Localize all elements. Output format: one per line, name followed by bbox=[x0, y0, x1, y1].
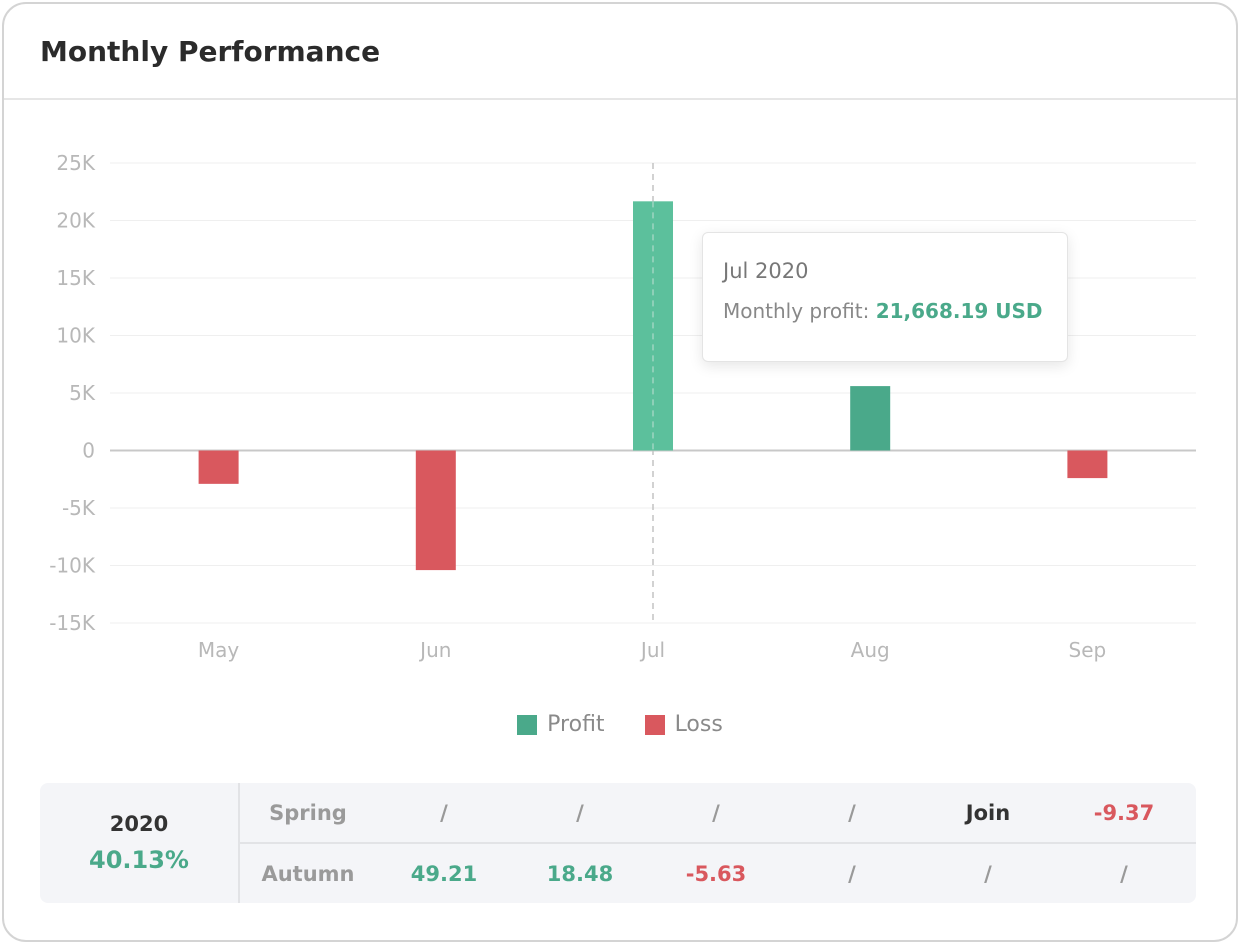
y-tick-label: 25K bbox=[56, 151, 95, 175]
y-tick-label: 10K bbox=[56, 324, 95, 348]
card-header: Monthly Performance bbox=[4, 4, 1236, 100]
summary-table: 2020 40.13% Spring / / / / Join -9.37 Au… bbox=[40, 783, 1196, 903]
season-row-spring: Spring / / / / Join -9.37 bbox=[240, 783, 1196, 842]
chart-tooltip: Jul 2020 Monthly profit: 21,668.19 USD bbox=[702, 232, 1068, 362]
tooltip-title: Jul 2020 bbox=[723, 259, 809, 283]
x-tick-label: Aug bbox=[851, 638, 890, 662]
legend-swatch-loss bbox=[644, 714, 665, 735]
bar-may[interactable] bbox=[198, 450, 239, 484]
tooltip-value: 21,668.19 USD bbox=[875, 299, 1043, 323]
legend-label-loss: Loss bbox=[674, 712, 723, 737]
year-summary: 2020 40.13% bbox=[40, 783, 240, 903]
legend-label-profit: Profit bbox=[547, 712, 605, 737]
y-tick-label: 0 bbox=[82, 439, 95, 463]
join-button[interactable]: Join bbox=[965, 800, 1011, 825]
y-tick-label: -10K bbox=[49, 554, 96, 578]
table-cell: / bbox=[848, 800, 856, 825]
table-cell: 49.21 bbox=[410, 861, 478, 886]
x-tick-label: Jun bbox=[418, 638, 451, 662]
legend-item-profit[interactable]: Profit bbox=[517, 712, 605, 737]
bar-aug[interactable] bbox=[850, 386, 891, 451]
y-tick-label: 20K bbox=[56, 209, 95, 233]
tooltip-row: Monthly profit: 21,668.19 USD bbox=[723, 299, 1047, 323]
y-tick-label: 5K bbox=[69, 381, 96, 405]
x-tick-label: Jul bbox=[639, 638, 665, 662]
y-tick-label: -15K bbox=[49, 611, 96, 635]
table-cell: -9.37 bbox=[1093, 800, 1155, 825]
bar-jun[interactable] bbox=[415, 450, 456, 571]
season-row-autumn: Autumn 49.21 18.48 -5.63 / / / bbox=[240, 842, 1196, 903]
x-tick-label: Sep bbox=[1069, 638, 1107, 662]
x-tick-label: May bbox=[198, 638, 240, 662]
legend-item-loss[interactable]: Loss bbox=[644, 712, 723, 737]
season-rows: Spring / / / / Join -9.37 Autumn 49.21 1… bbox=[240, 783, 1196, 903]
y-tick-label: 15K bbox=[56, 266, 95, 290]
legend-swatch-profit bbox=[517, 714, 538, 735]
y-tick-label: -5K bbox=[62, 496, 96, 520]
year-label: 2020 bbox=[109, 812, 169, 836]
tooltip-label: Monthly profit: bbox=[723, 299, 870, 323]
chart-legend: Profit Loss bbox=[0, 712, 1240, 737]
card-title: Monthly Performance bbox=[40, 34, 381, 68]
bar-sep[interactable] bbox=[1067, 450, 1108, 479]
bar-chart: 25K 20K 15K 10K 5K 0 -5K -10K -15K May Jun Jul Aug Se… bbox=[49, 151, 1196, 662]
season-label: Spring bbox=[269, 800, 347, 825]
table-cell: / bbox=[1120, 861, 1128, 886]
table-cell: / bbox=[712, 800, 720, 825]
season-label: Autumn bbox=[261, 861, 355, 886]
year-total: 40.13% bbox=[89, 846, 189, 874]
table-cell: / bbox=[984, 861, 992, 886]
table-cell: 18.48 bbox=[546, 861, 614, 886]
table-cell: / bbox=[848, 861, 856, 886]
table-cell: / bbox=[576, 800, 584, 825]
table-cell: / bbox=[440, 800, 448, 825]
table-cell: -5.63 bbox=[685, 861, 747, 886]
